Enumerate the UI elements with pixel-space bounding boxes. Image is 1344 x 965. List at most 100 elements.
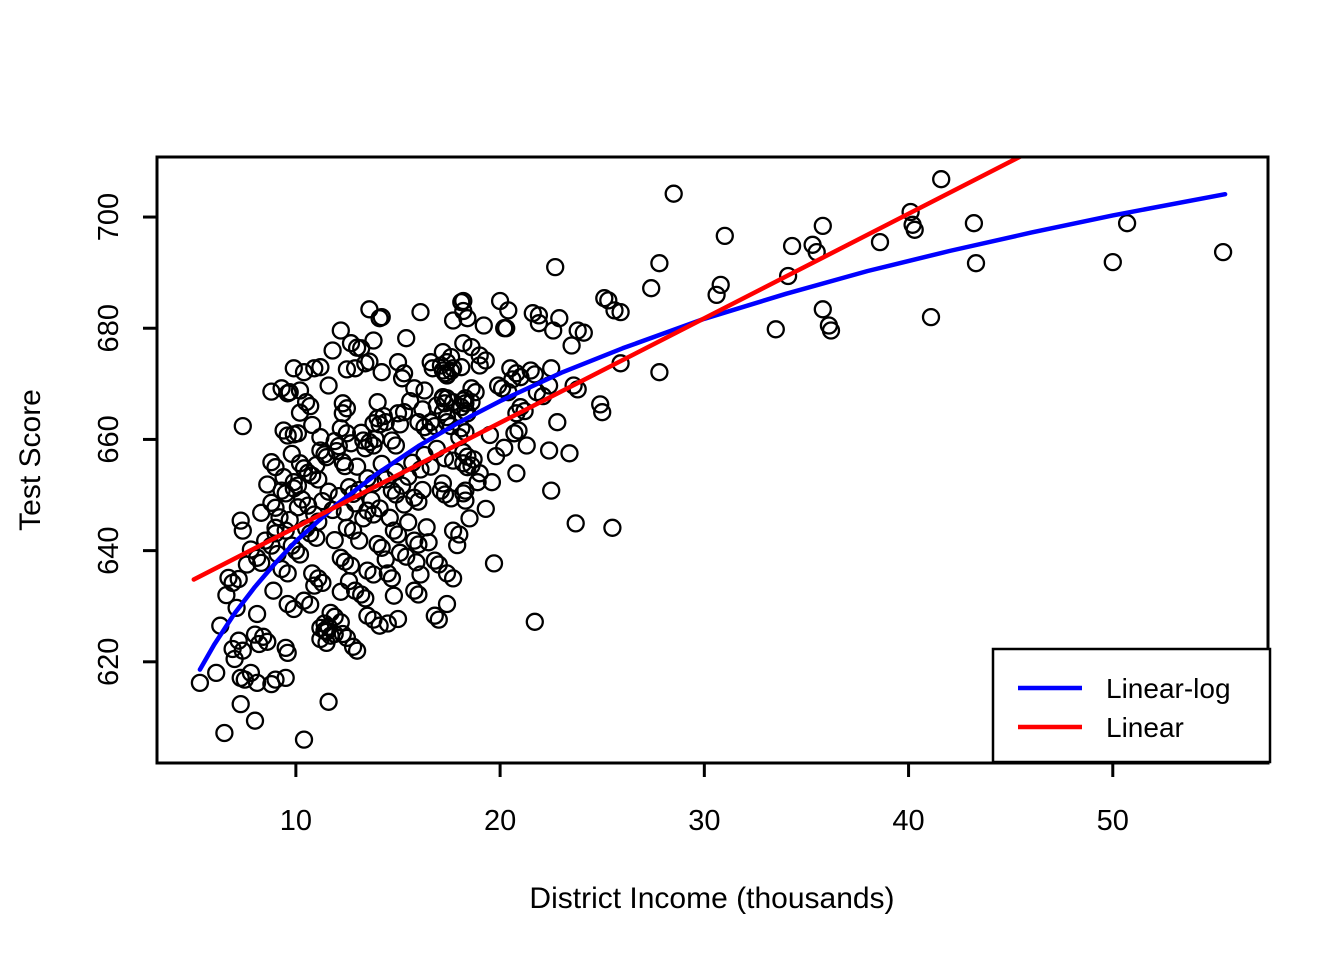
- data-point: [215, 723, 234, 743]
- data-point: [303, 564, 322, 583]
- y-axis-ticks: 620 640 660 680 700: [93, 193, 157, 686]
- data-point: [425, 606, 444, 625]
- data-point: [1103, 252, 1122, 272]
- data-point: [258, 475, 277, 494]
- data-point: [376, 413, 395, 432]
- data-point: [470, 464, 489, 483]
- data-point: [409, 585, 428, 604]
- data-point: [252, 503, 271, 522]
- data-point: [397, 329, 416, 348]
- data-point: [1117, 214, 1137, 233]
- data-point: [217, 585, 236, 605]
- data-point: [247, 604, 267, 624]
- data-point: [231, 694, 250, 714]
- data-point: [407, 553, 426, 572]
- data-point: [399, 513, 418, 532]
- data-point: [452, 398, 471, 417]
- data-point: [443, 569, 463, 588]
- x-tick-label: 50: [1097, 805, 1129, 837]
- data-point: [401, 391, 420, 411]
- y-tick-label: 700: [93, 193, 125, 241]
- data-point: [392, 369, 412, 388]
- data-point: [460, 509, 479, 528]
- data-point: [523, 304, 542, 323]
- data-point: [368, 534, 387, 554]
- data-point: [411, 302, 430, 322]
- data-point: [707, 285, 726, 305]
- data-point: [337, 360, 357, 379]
- data-point: [425, 551, 444, 570]
- data-point: [337, 399, 357, 418]
- data-point: [345, 359, 365, 378]
- data-point: [364, 565, 383, 584]
- data-point: [642, 279, 661, 298]
- data-point: [470, 356, 489, 375]
- data-point: [476, 351, 495, 370]
- data-point: [507, 404, 526, 423]
- data-point: [901, 202, 920, 222]
- data-point: [319, 482, 338, 501]
- axes: 10 20 30 40 50 620 640 660 680 700: [93, 155, 1270, 837]
- data-point: [778, 266, 798, 286]
- data-point: [599, 291, 618, 310]
- data-point: [356, 354, 375, 373]
- data-point: [509, 421, 528, 440]
- data-point: [476, 499, 495, 519]
- y-tick-label: 660: [93, 415, 125, 463]
- data-point: [233, 521, 252, 540]
- data-point: [454, 484, 473, 503]
- data-point: [333, 624, 352, 644]
- data-point: [766, 320, 785, 339]
- data-point: [347, 641, 367, 660]
- data-point: [319, 376, 338, 395]
- data-point: [497, 319, 516, 338]
- data-point: [313, 491, 332, 511]
- data-point: [356, 589, 375, 608]
- data-point: [190, 673, 210, 693]
- data-point: [311, 358, 330, 377]
- data-point: [421, 413, 440, 432]
- data-point: [247, 673, 267, 693]
- data-point: [448, 535, 467, 555]
- data-point: [249, 634, 269, 654]
- data-point: [394, 403, 414, 422]
- data-point: [284, 473, 303, 492]
- data-point: [437, 408, 457, 427]
- data-point: [319, 692, 338, 711]
- data-point: [341, 434, 361, 453]
- x-axis-title: District Income (thousands): [529, 882, 894, 915]
- data-point: [409, 413, 428, 432]
- data-point: [564, 376, 583, 395]
- data-point: [813, 300, 832, 319]
- data-point: [413, 480, 432, 500]
- data-point: [390, 415, 410, 434]
- data-point: [325, 530, 344, 550]
- data-point: [562, 336, 581, 355]
- fit-curves: [191, 157, 1228, 672]
- data-point: [443, 451, 463, 470]
- data-point: [441, 347, 461, 367]
- data-point: [495, 438, 514, 457]
- data-point: [437, 594, 457, 614]
- data-point: [650, 254, 669, 273]
- data-point: [352, 585, 371, 604]
- data-point: [305, 359, 324, 378]
- data-point: [611, 302, 630, 322]
- data-point: [331, 419, 350, 438]
- data-point: [548, 413, 567, 432]
- data-point: [433, 403, 453, 422]
- data-point: [270, 508, 289, 527]
- data-point: [294, 730, 314, 749]
- data-point: [525, 612, 544, 631]
- data-point: [305, 576, 324, 595]
- data-point: [313, 573, 332, 593]
- x-tick-label: 10: [280, 805, 312, 837]
- data-point: [664, 184, 683, 203]
- data-point: [462, 379, 481, 398]
- data-point: [301, 595, 320, 614]
- y-tick-label: 680: [93, 304, 125, 352]
- data-point: [456, 481, 475, 500]
